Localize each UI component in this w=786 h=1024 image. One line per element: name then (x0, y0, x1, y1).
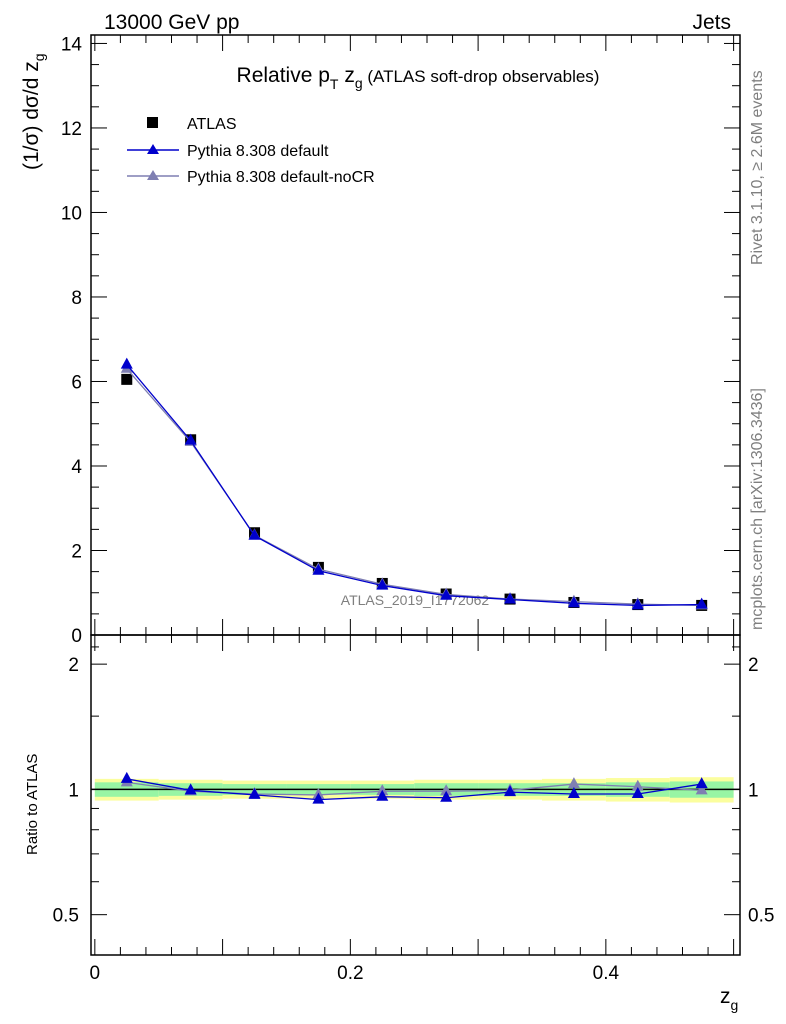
ratio-x-axis: 0 0.2 0.4 (90, 635, 735, 984)
ratio-point-pythia-8-308-default-nocr (695, 783, 708, 795)
legend: ATLAS Pythia 8.308 default Pythia 8.308 … (127, 116, 375, 186)
ratio-point-pythia-8-308-default (631, 786, 644, 798)
chart-title: Relative pT zg (ATLAS soft-drop observab… (237, 64, 600, 92)
y-tick-label: 12 (61, 119, 82, 140)
y-axis-label-base: (1/σ) dσ/d z (20, 61, 43, 170)
legend-marker-pythia-nocr (147, 170, 159, 180)
ratio-point-pythia-8-308-default-nocr (631, 779, 644, 791)
ratio-tick-label-right: 1 (748, 780, 759, 801)
data-point-pythia-8-308-default (312, 563, 325, 575)
main-x-ticks (94, 35, 735, 635)
y-tick-label: 8 (71, 288, 82, 309)
chart-title-sub1: T (330, 76, 339, 92)
data-point-pythia-8-308-default (184, 433, 197, 445)
y-tick-label: 6 (71, 372, 82, 393)
main-panel: 0 2 4 6 8 10 12 14 ATLAS_2019_I1772062 (61, 34, 741, 647)
chart-title-sub2: g (355, 75, 363, 91)
ratio-tick-label-right: 0.5 (748, 906, 774, 927)
ratio-point-pythia-8-308-default (376, 789, 389, 801)
rivet-version-label: Rivet 3.1.10, ≥ 2.6M events (749, 70, 766, 265)
x-tick-label: 0 (90, 963, 101, 984)
ratio-point-pythia-8-308-default (695, 777, 708, 789)
y-tick-label: 4 (71, 457, 82, 478)
x-axis-label-sub: g (731, 997, 739, 1013)
header-right: Jets (692, 11, 731, 34)
mcplots-label: mcplots.cern.ch [arXiv:1306.3436] (749, 388, 766, 630)
ratio-point-pythia-8-308-default (504, 785, 517, 797)
ratio-point-pythia-8-308-default (248, 787, 261, 799)
legend-marker-atlas (147, 117, 158, 128)
data-point-pythia-8-308-default (631, 598, 644, 610)
y-tick-label: 0 (71, 626, 82, 647)
main-series-group (120, 357, 708, 611)
ratio-point-pythia-8-308-default-nocr (440, 784, 453, 796)
data-series-atlas (121, 373, 708, 611)
y-tick-label: 2 (71, 541, 82, 562)
chart-title-suffix: (ATLAS soft-drop observables) (363, 67, 600, 86)
data-point-pythia-8-308-default (504, 592, 517, 604)
analysis-tag: ATLAS_2019_I1772062 (341, 592, 490, 608)
data-point-pythia-8-308-default (376, 578, 389, 590)
legend-label-pythia-nocr: Pythia 8.308 default-noCR (187, 169, 375, 186)
x-axis-label-base: z (720, 985, 731, 1008)
header-left: 13000 GeV pp (104, 11, 239, 34)
legend-label-atlas: ATLAS (187, 116, 237, 133)
data-point-pythia-8-308-default (567, 596, 580, 608)
ratio-tick-label-right: 2 (748, 655, 759, 676)
y-axis-label: (1/σ) dσ/d zg (20, 53, 47, 170)
ratio-panel: 0.5 0.5 1 1 2 2 0 0.2 0.4 (53, 634, 774, 984)
x-tick-label: 0.2 (337, 963, 363, 984)
data-point-pythia-8-308-default (440, 588, 453, 600)
x-axis-label: zg (720, 985, 738, 1013)
ratio-frame (90, 634, 741, 956)
ratio-point-pythia-8-308-default (567, 786, 580, 798)
data-point-pythia-8-308-default (695, 597, 708, 609)
ratio-y-axis: 0.5 0.5 1 1 2 2 (53, 646, 774, 927)
main-y-axis: 0 2 4 6 8 10 12 14 (61, 34, 740, 647)
legend-marker-pythia-default (147, 144, 159, 154)
ratio-y-axis-label: Ratio to ATLAS (24, 754, 41, 855)
ratio-point-pythia-8-308-default-nocr (376, 784, 389, 796)
chart-title-mid: z (338, 64, 354, 87)
ratio-point-pythia-8-308-default (312, 792, 325, 804)
x-tick-label: 0.4 (593, 963, 620, 984)
ratio-tick-label: 0.5 (53, 906, 79, 927)
y-axis-label-sub: g (31, 53, 47, 61)
legend-label-pythia-default: Pythia 8.308 default (187, 143, 329, 160)
ratio-series-group (120, 771, 708, 804)
data-point-pythia-8-308-default (120, 357, 133, 369)
ratio-point-pythia-8-308-default (440, 790, 453, 802)
data-point-atlas (121, 373, 133, 385)
y-tick-label: 14 (61, 34, 83, 55)
ratio-point-pythia-8-308-default-nocr (567, 777, 580, 789)
chart-title-prefix: Relative p (237, 64, 330, 87)
y-tick-label: 10 (61, 203, 82, 224)
series-line-pythia-8-308-default (126, 364, 702, 607)
ratio-point-pythia-8-308-default (120, 771, 133, 783)
ratio-tick-label: 1 (68, 780, 79, 801)
ratio-point-pythia-8-308-default (184, 783, 197, 795)
ratio-line-pythia-8-308-default (126, 778, 702, 801)
ratio-tick-label: 2 (68, 655, 79, 676)
data-point-pythia-8-308-default (248, 528, 261, 540)
series-line-pythia-8-308-default-nocr (126, 368, 702, 607)
